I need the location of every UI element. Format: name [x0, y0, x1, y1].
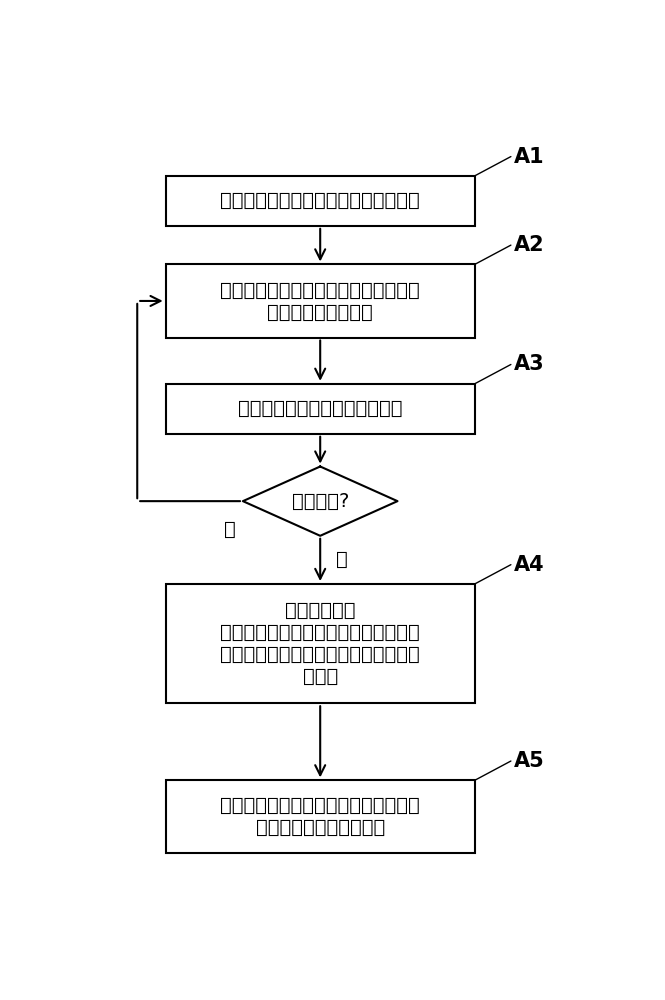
Text: A5: A5 [513, 751, 544, 771]
Bar [166, 264, 475, 338]
Polygon shape [243, 466, 398, 536]
Text: A1: A1 [513, 147, 544, 167]
Bar [166, 176, 475, 226]
Text: 分析最大和最小离子峰信号强度: 分析最大和最小离子峰信号强度 [238, 399, 402, 418]
Bar [166, 584, 475, 703]
Bar [166, 780, 475, 853]
Text: A3: A3 [513, 354, 544, 374]
Text: A2: A2 [513, 235, 544, 255]
Text: A4: A4 [513, 555, 544, 575]
Text: 标气通入离子源中，获得谱图中最大和
最小离子峰信号强度: 标气通入离子源中，获得谱图中最大和 最小离子峰信号强度 [220, 280, 420, 321]
Text: 拟合出时间和调节电压间的关系，从而
获得灯丝的剩余使用时间: 拟合出时间和调节电压间的关系，从而 获得灯丝的剩余使用时间 [220, 796, 420, 837]
Text: 否: 否 [224, 520, 236, 539]
Text: 满足条件?: 满足条件? [291, 492, 349, 511]
Text: 正常测量，并
记录此次调节后的灯丝工作电压，调节
的总电压，距离上次灯丝工作电压调节
的时间: 正常测量，并 记录此次调节后的灯丝工作电压，调节 的总电压，距离上次灯丝工作电压… [220, 601, 420, 686]
Bar [166, 384, 475, 434]
Text: 当达到离子源的自检周期时，关闭样气: 当达到离子源的自检周期时，关闭样气 [220, 191, 420, 210]
Text: 是: 是 [336, 550, 347, 569]
